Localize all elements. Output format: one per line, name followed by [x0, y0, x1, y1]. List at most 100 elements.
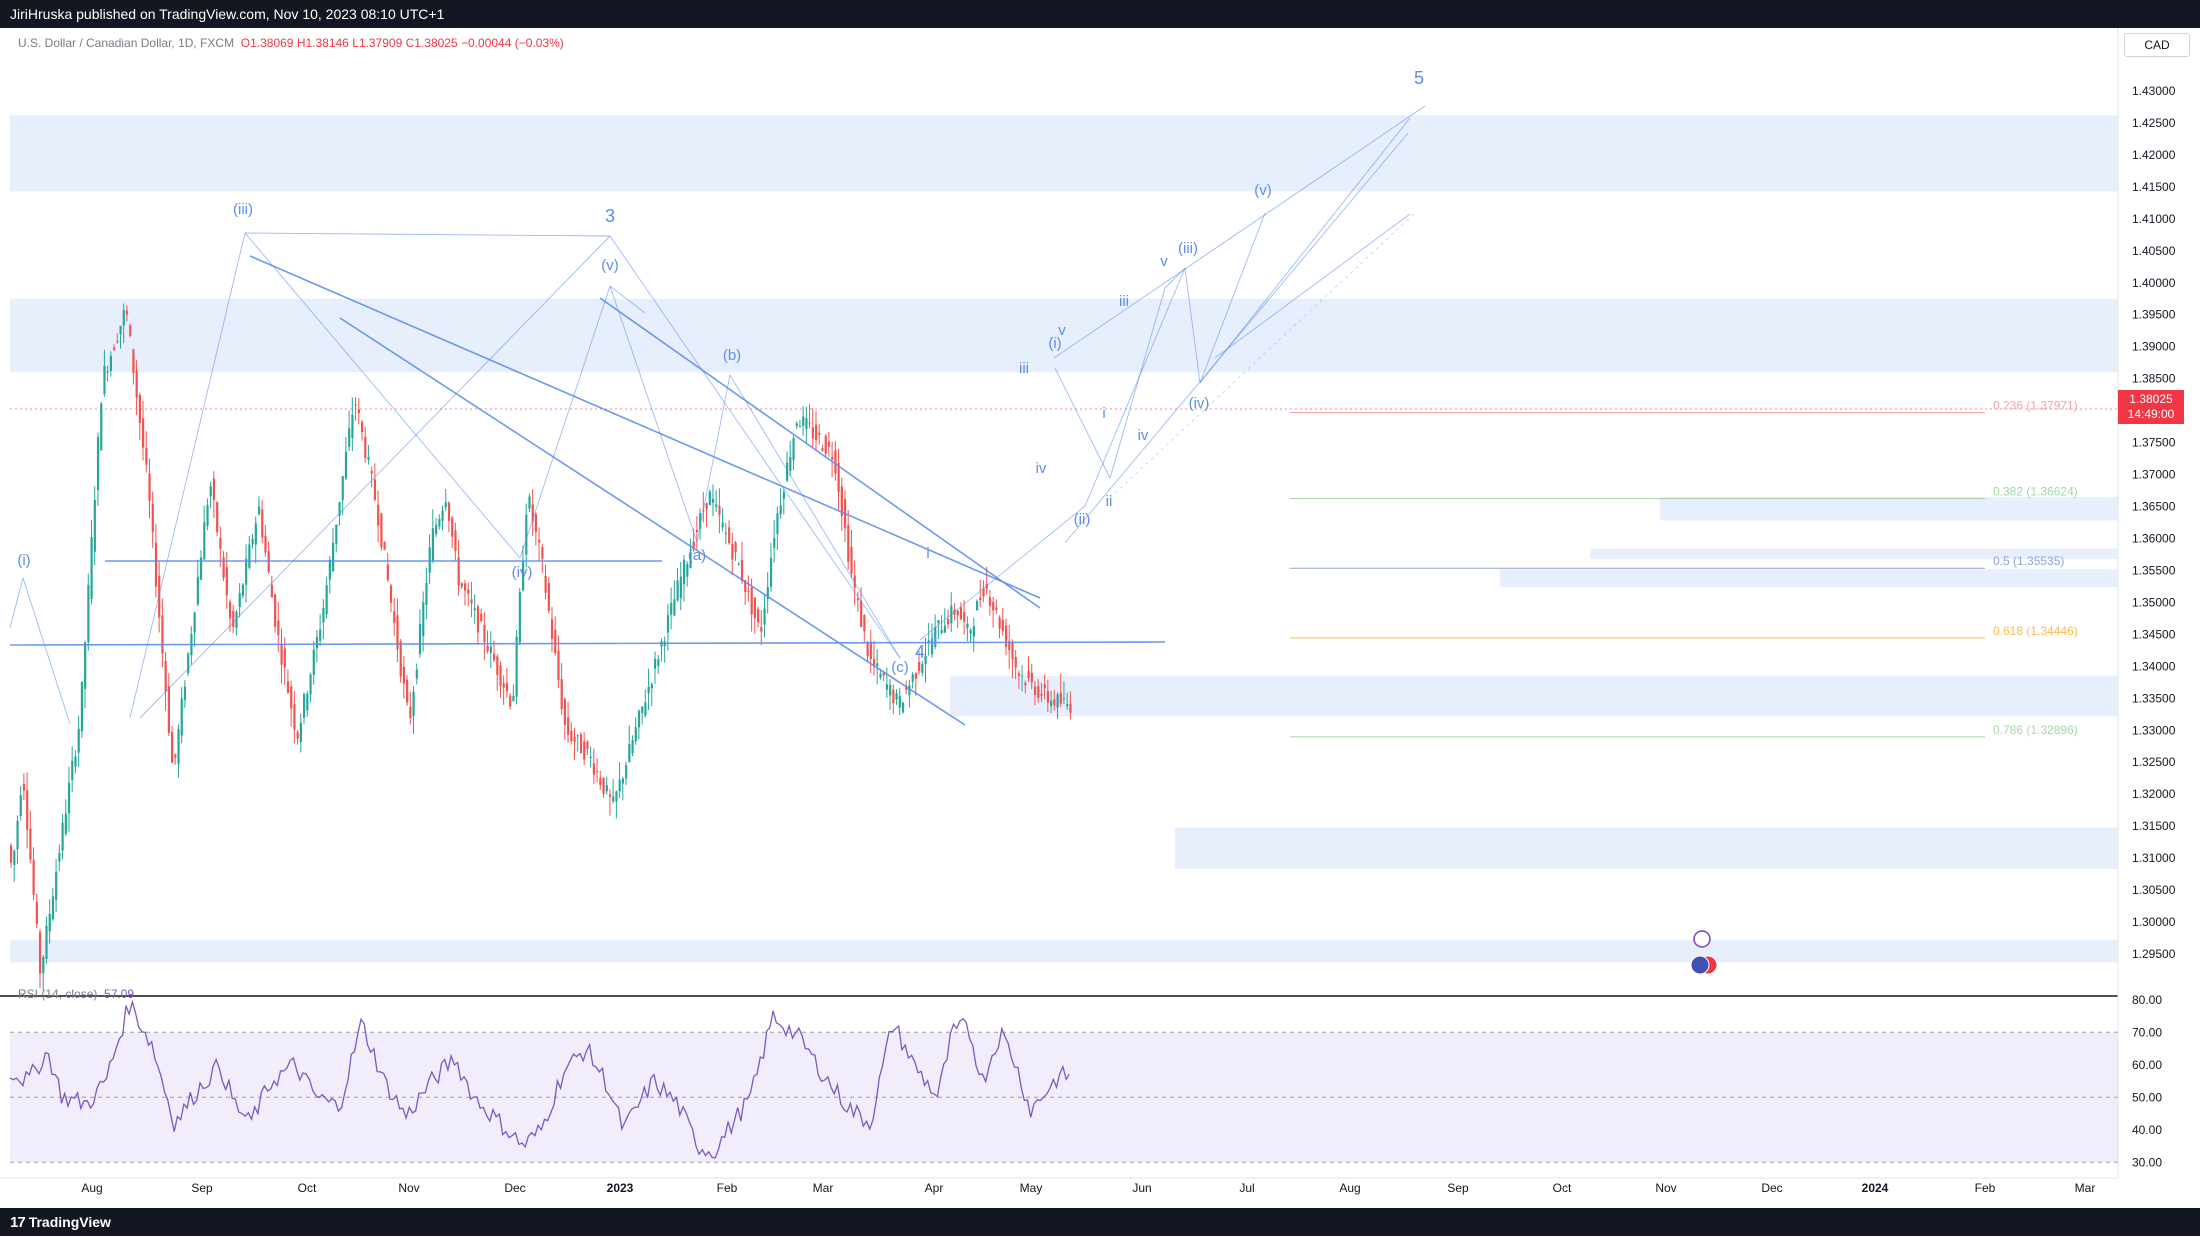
candle-body	[1043, 684, 1046, 689]
candle-body	[1024, 682, 1027, 686]
candle-body	[80, 681, 84, 732]
trendline-17	[519, 285, 611, 559]
candle-body	[892, 689, 895, 704]
candle-body	[908, 685, 911, 696]
candle-body	[106, 371, 109, 373]
candle-body	[241, 584, 245, 596]
candle-body	[328, 559, 331, 580]
price-tick-label: 1.36500	[2132, 500, 2176, 514]
price-tick-label: 1.35000	[2132, 595, 2176, 609]
candle-body	[744, 580, 747, 593]
candle-body	[248, 544, 251, 568]
time-tick-label: Aug	[1339, 1181, 1360, 1195]
candle-body	[586, 741, 589, 750]
candle-body	[805, 418, 808, 429]
candle-body	[554, 629, 557, 654]
price-tick-label: 1.39000	[2132, 340, 2176, 354]
price-axis-bg	[2118, 28, 2200, 1208]
price-chart[interactable]: 0.236 (1.37971) 0.382 (1.36624) 0.5 (1.355…	[0, 28, 2200, 1208]
candle-body	[389, 585, 393, 603]
price-tick-label: 1.38500	[2132, 372, 2176, 386]
candle-body	[831, 457, 834, 460]
candle-body	[921, 663, 924, 674]
candle-body	[541, 547, 544, 559]
rsi-tick-label: 40.00	[2132, 1123, 2162, 1137]
event-icons[interactable]	[1690, 930, 1718, 975]
candle-body	[103, 365, 106, 395]
candle-body	[77, 728, 80, 753]
candle-body	[911, 674, 914, 682]
rsi-pane	[9, 999, 2118, 1163]
candle-body	[325, 585, 328, 615]
candle-body	[1027, 671, 1030, 679]
candle-body	[335, 524, 338, 544]
candle-body	[309, 674, 312, 695]
candle-body	[583, 741, 586, 760]
wave-label-7: (c)	[891, 659, 909, 676]
candle-body	[1053, 699, 1056, 706]
candle-body	[489, 646, 492, 653]
candle-body	[943, 625, 946, 633]
price-tick-label: 1.42500	[2132, 116, 2176, 130]
price-tick-label: 1.40000	[2132, 276, 2176, 290]
candle-body	[821, 448, 824, 451]
supply-demand-zones	[10, 115, 2118, 963]
candle-body	[979, 597, 982, 601]
candle-body	[982, 588, 985, 597]
wave-label-14: (i)	[1048, 335, 1061, 352]
price-tick-label: 1.41500	[2132, 180, 2176, 194]
zone-7	[1500, 569, 2118, 588]
candle-body	[724, 533, 728, 535]
tv-logo-icon[interactable]: 17 TradingView	[10, 1214, 111, 1231]
price-tick-label: 1.30000	[2132, 915, 2176, 929]
candle-body	[476, 606, 480, 633]
candle-body	[496, 656, 499, 676]
candle-body	[447, 502, 451, 521]
candle-body	[866, 643, 869, 657]
candle-body	[750, 587, 753, 615]
candle-body	[122, 310, 125, 326]
candle-body	[348, 428, 351, 447]
time-tick-label: 2023	[607, 1181, 634, 1195]
zone-1	[10, 298, 2118, 373]
candle-body	[885, 684, 889, 690]
candle-body	[383, 541, 386, 550]
candle-body	[679, 576, 682, 599]
candle-body	[396, 615, 399, 650]
candle-body	[1059, 692, 1062, 704]
candle-body	[779, 505, 782, 515]
currency-button[interactable]: CAD	[2124, 33, 2190, 57]
time-tick-label: Aug	[81, 1181, 102, 1195]
candle-body	[344, 451, 348, 479]
candle-body	[206, 505, 209, 526]
candle-body	[644, 702, 647, 716]
candle-body	[1004, 625, 1008, 647]
candle-body	[35, 902, 38, 924]
wave-label-16: i	[1102, 405, 1105, 422]
trendline-7	[1199, 117, 1411, 384]
candle-body	[67, 783, 71, 814]
zone-0	[10, 115, 2118, 192]
candle-body	[1014, 656, 1017, 668]
zone-4	[10, 939, 2118, 963]
candle-body	[592, 763, 596, 775]
time-tick-label: Feb	[1975, 1181, 1996, 1195]
candle-body	[332, 542, 335, 572]
candle-body	[795, 423, 798, 427]
time-tick-label: Sep	[1447, 1181, 1469, 1195]
lightning-icon[interactable]	[1693, 930, 1711, 948]
time-tick-label: Mar	[813, 1181, 834, 1195]
candle-body	[373, 479, 377, 500]
candle-body	[1066, 704, 1069, 707]
flag-icon[interactable]	[1690, 955, 1710, 975]
candle-body	[196, 576, 199, 605]
trendline-12	[244, 232, 611, 237]
price-tick-label: 1.37500	[2132, 436, 2176, 450]
candle-body	[283, 648, 286, 668]
ohlc-low: L1.37909	[352, 36, 403, 50]
candle-body	[422, 602, 425, 637]
wave-label-22: (iv)	[1189, 395, 1210, 412]
candle-body	[357, 409, 360, 414]
trendline-14	[609, 235, 901, 659]
candle-body	[293, 704, 296, 730]
